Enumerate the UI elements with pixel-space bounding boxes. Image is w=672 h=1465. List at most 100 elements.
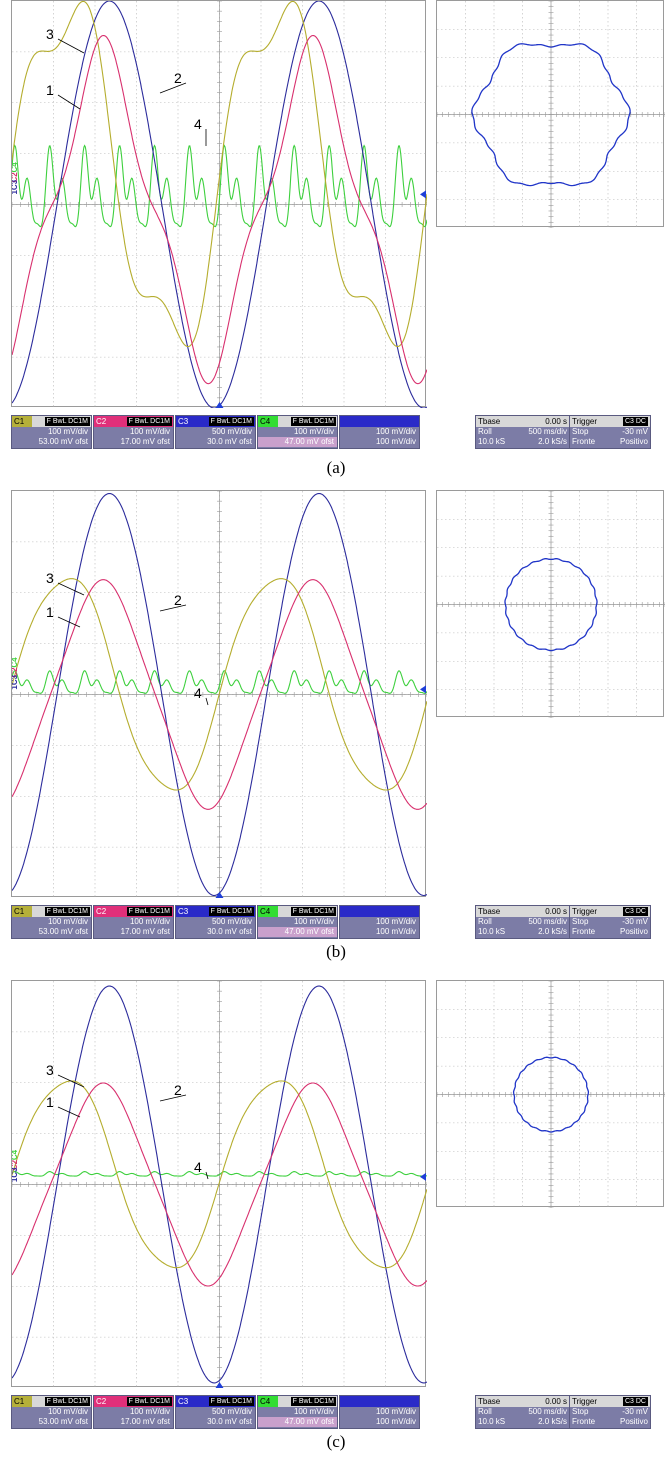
channel-offset: 30.0 mV ofst <box>207 927 252 936</box>
channel-tag: C3 <box>176 906 196 917</box>
channel-flags: F BwL DC1M <box>44 1397 90 1406</box>
channel-offset: 100 mV/div <box>375 927 416 936</box>
channel-box-1[interactable]: C1 F BwL DC1M 100 mV/div 53.00 mV ofst <box>11 905 92 939</box>
trace-label-4: 4 <box>194 116 202 132</box>
channel-tag: C2 <box>94 416 114 427</box>
channel-vdiv: 100 mV/div <box>293 427 334 436</box>
trace-2 <box>12 579 427 810</box>
channel-box-2[interactable]: C2 F BwL DC1M 100 mV/div 17.00 mV ofst <box>93 1395 174 1429</box>
channel-box-1[interactable]: C1 F BwL DC1M 100 mV/div 53.00 mV ofst <box>11 1395 92 1429</box>
channel-box-2[interactable]: C2 F BwL DC1M 100 mV/div 17.00 mV ofst <box>93 905 174 939</box>
channel-offset: 17.00 mV ofst <box>120 437 170 446</box>
channel-box-5[interactable]: 100 mV/div 100 mV/div <box>339 1395 420 1429</box>
trigger-box[interactable]: Trigger C3 DC Stop -30 mV Fronte Positivo <box>570 416 650 446</box>
svg-text:1C3: 1C3 <box>12 674 19 689</box>
svg-text:C2: C2 <box>12 667 19 678</box>
trigger-position-marker <box>215 402 224 408</box>
channel-box-4[interactable]: C4 F BwL DC1M 100 mV/div 47.00 mV ofst <box>257 1395 338 1429</box>
channel-flags: F BwL DC1M <box>44 417 90 426</box>
channel-vdiv: 100 mV/div <box>129 917 170 926</box>
channel-vdiv: 100 mV/div <box>129 427 170 436</box>
channel-vdiv: 100 mV/div <box>375 427 416 436</box>
channel-box-1[interactable]: C1 F BwL DC1M 100 mV/div 53.00 mV ofst <box>11 415 92 449</box>
panel-a: 1 2 3 4 C4 C2 1C3 C1 F BwL DC1M 100 mV/div 53.00 … <box>0 0 672 485</box>
trace-label-2: 2 <box>174 70 182 86</box>
channel-tag: C4 <box>258 906 278 917</box>
trigger-level-marker <box>420 1172 426 1181</box>
channel-box-5[interactable]: 100 mV/div 100 mV/div <box>339 415 420 449</box>
channel-vdiv: 100 mV/div <box>293 917 334 926</box>
info-box: Tbase 0.00 s Roll 500 ms/div 10.0 kS 2.0 kS/s… <box>475 905 651 939</box>
channel-offset: 53.00 mV ofst <box>38 1417 88 1426</box>
trace-1 <box>12 578 427 791</box>
trace-label-3: 3 <box>46 570 54 586</box>
channel-offset: 17.00 mV ofst <box>120 1417 170 1426</box>
trigger-position-marker <box>215 1382 224 1388</box>
svg-text:C4: C4 <box>12 657 19 668</box>
svg-text:C4: C4 <box>12 162 19 173</box>
trace-4 <box>12 144 427 228</box>
svg-text:C4: C4 <box>12 1149 19 1160</box>
channel-flags: F BwL DC1M <box>208 417 254 426</box>
channel-flags: F BwL DC1M <box>126 907 172 916</box>
channel-offset: 47.00 mV ofst <box>258 927 337 937</box>
trigger-box[interactable]: Trigger C3 DC Stop -30 mV Fronte Positivo <box>570 906 650 936</box>
channel-box-5[interactable]: 100 mV/div 100 mV/div <box>339 905 420 939</box>
timebase-box[interactable]: Tbase 0.00 s Roll 500 ms/div 10.0 kS 2.0 kS/s <box>476 906 570 938</box>
xy-trace <box>471 43 631 187</box>
channel-tag: C2 <box>94 1396 114 1407</box>
channel-offset: 47.00 mV ofst <box>258 437 337 447</box>
trace-label-2: 2 <box>174 1082 182 1098</box>
trace-label-3: 3 <box>46 1062 54 1078</box>
trace-2 <box>12 34 427 385</box>
svg-text:C2: C2 <box>12 1159 19 1170</box>
channel-offset: 47.00 mV ofst <box>258 1417 337 1427</box>
channel-vdiv: 100 mV/div <box>129 1407 170 1416</box>
channel-flags: F BwL DC1M <box>126 1397 172 1406</box>
channel-tag: C4 <box>258 416 278 427</box>
channel-vdiv: 100 mV/div <box>47 1407 88 1416</box>
channel-vdiv: 100 mV/div <box>47 917 88 926</box>
channel-flags: F BwL DC1M <box>208 1397 254 1406</box>
channel-offset: 30.0 mV ofst <box>207 437 252 446</box>
channel-flags: F BwL DC1M <box>208 907 254 916</box>
channel-box-4[interactable]: C4 F BwL DC1M 100 mV/div 47.00 mV ofst <box>257 415 338 449</box>
xy-svg <box>437 981 665 1208</box>
channel-box-3[interactable]: C3 F BwL DC1M 500 mV/div 30.0 mV ofst <box>175 1395 256 1429</box>
channel-tag: C4 <box>258 1396 278 1407</box>
panel-c: 1 2 3 4 C4 C2 1C3 C1 F BwL DC1M 100 mV/div 53.00 … <box>0 980 672 1465</box>
svg-text:C2: C2 <box>12 172 19 183</box>
channel-flags: F BwL DC1M <box>290 1397 336 1406</box>
xy-display <box>436 0 665 228</box>
channel-flags: F BwL DC1M <box>126 417 172 426</box>
channel-box-2[interactable]: C2 F BwL DC1M 100 mV/div 17.00 mV ofst <box>93 415 174 449</box>
trigger-box[interactable]: Trigger C3 DC Stop -30 mV Fronte Positivo <box>570 1396 650 1426</box>
panel-b: 1 2 3 4 C4 C2 1C3 C1 F BwL DC1M 100 mV/div 53.00 … <box>0 490 672 975</box>
svg-text:1C3: 1C3 <box>12 179 19 194</box>
channel-offset: 53.00 mV ofst <box>38 437 88 446</box>
channel-vdiv: 500 mV/div <box>211 1407 252 1416</box>
trace-2 <box>12 1082 427 1287</box>
svg-text:1C3: 1C3 <box>12 1167 19 1182</box>
channel-box-4[interactable]: C4 F BwL DC1M 100 mV/div 47.00 mV ofst <box>257 905 338 939</box>
trace-1 <box>12 1080 427 1269</box>
channel-box-3[interactable]: C3 F BwL DC1M 500 mV/div 30.0 mV ofst <box>175 905 256 939</box>
channel-vdiv: 100 mV/div <box>375 917 416 926</box>
info-box: Tbase 0.00 s Roll 500 ms/div 10.0 kS 2.0 kS/s… <box>475 415 651 449</box>
xy-svg <box>437 491 665 718</box>
channel-box-3[interactable]: C3 F BwL DC1M 500 mV/div 30.0 mV ofst <box>175 415 256 449</box>
trace-label-3: 3 <box>46 26 54 42</box>
xy-display <box>436 980 665 1208</box>
timebase-box[interactable]: Tbase 0.00 s Roll 500 ms/div 10.0 kS 2.0 kS/s <box>476 416 570 448</box>
timebase-box[interactable]: Tbase 0.00 s Roll 500 ms/div 10.0 kS 2.0 kS/s <box>476 1396 570 1428</box>
trace-1 <box>12 1 427 348</box>
channel-vdiv: 100 mV/div <box>375 1407 416 1416</box>
grid <box>437 491 665 718</box>
channel-tag: C3 <box>176 1396 196 1407</box>
